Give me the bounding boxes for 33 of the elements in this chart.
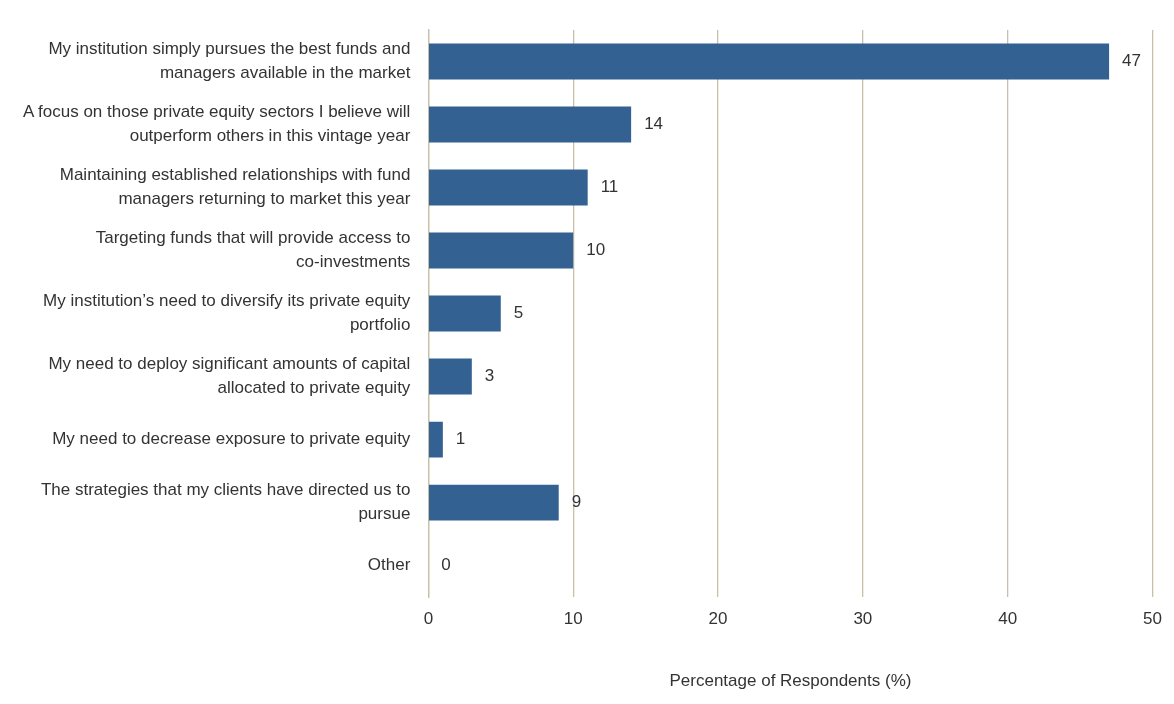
data-label: 5 [513, 303, 524, 323]
x-axis-title: Percentage of Respondents (%) [669, 671, 912, 691]
data-label: 1 [455, 429, 466, 449]
bar [429, 358, 472, 395]
x-tick-label: 20 [708, 609, 728, 629]
x-tick-label: 0 [423, 609, 434, 629]
y-tick-label: My institution’s need to diversify its private equity portfolio [43, 291, 411, 335]
y-tick-label: A focus on those private equity sectors I believe will outperform others in this vintage year [22, 102, 411, 146]
x-tick-label: 50 [1143, 609, 1163, 629]
data-label: 11 [600, 177, 619, 197]
y-tick-label: My need to deploy significant amounts of capital allocated to private equity [48, 354, 411, 398]
data-label: 14 [644, 114, 664, 134]
bar [429, 484, 559, 521]
x-tick-label: 30 [853, 609, 873, 629]
data-label: 3 [484, 366, 495, 386]
data-label: 9 [571, 492, 582, 512]
y-tick-label: The strategies that my clients have directed us to pursue [40, 480, 411, 524]
y-tick-label: Other [367, 555, 411, 575]
data-label: 47 [1122, 51, 1142, 71]
y-tick-label: My need to decrease exposure to private equity [52, 429, 411, 449]
bar [429, 295, 501, 332]
x-tick-label: 40 [998, 609, 1018, 629]
bar [429, 43, 1110, 80]
bar [429, 421, 443, 458]
bar [429, 232, 574, 269]
bar [429, 106, 632, 143]
y-tick-label: Targeting funds that will provide access to co-investments [95, 228, 411, 272]
bar [429, 169, 588, 206]
data-label: 10 [586, 240, 606, 260]
data-label: 0 [441, 555, 451, 575]
y-tick-label: My institution simply pursues the best funds and managers available in the market [48, 39, 411, 82]
y-tick-label: Maintaining established relationships with fund managers returning to market this year [59, 165, 411, 209]
x-tick-label: 10 [563, 609, 583, 629]
